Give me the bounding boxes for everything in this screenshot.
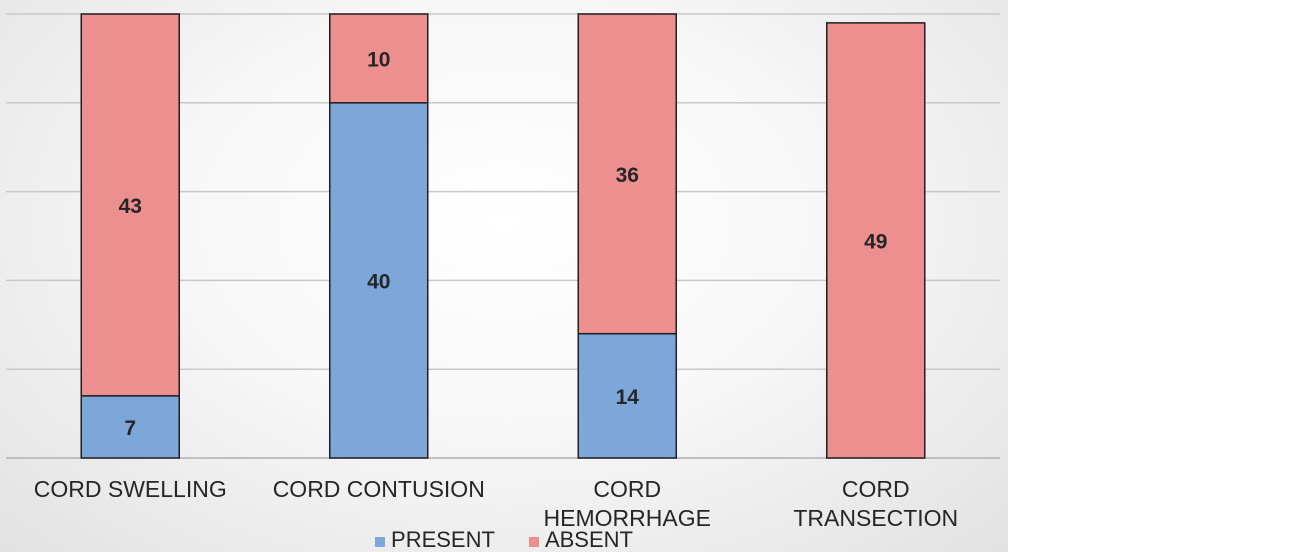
data-label-absent-0: 43 (119, 195, 142, 218)
legend-item-present: PRESENT (375, 528, 495, 552)
data-label-absent-1: 10 (367, 48, 390, 71)
bar-absent-0 (80, 13, 180, 397)
legend-item-absent: ABSENT (528, 527, 633, 552)
bar-present-1 (329, 102, 429, 459)
chart-area: 7 43 CORD SWELLING 40 10 CORD CONTUSION 14 36 CO… (0, 0, 1008, 552)
category-label-3: CORD TRANSECTION (793, 476, 958, 531)
bar-absent-3 (826, 22, 926, 459)
legend-label-absent: ABSENT (544, 527, 633, 552)
bar-present-0 (80, 395, 180, 459)
data-label-absent-2: 36 (616, 164, 639, 187)
bar-absent-2 (577, 13, 677, 335)
stacked-bar-chart: 7 43 CORD SWELLING 40 10 CORD CONTUSION 14 36 CO… (6, 13, 1000, 531)
bar-present-2 (577, 332, 677, 459)
category-label-2: CORD HEMORRHAGE (544, 476, 711, 531)
bar-absent-1 (329, 13, 429, 104)
data-label-present-2: 14 (616, 386, 640, 409)
data-label-present-0: 7 (124, 417, 136, 440)
legend-swatch-absent (528, 537, 539, 547)
legend-swatch-present (375, 537, 386, 547)
legend: PRESENT ABSENT (0, 528, 1008, 552)
category-label-0: CORD SWELLING (34, 476, 227, 502)
legend-label-present: PRESENT (391, 527, 495, 552)
category-label-1: CORD CONTUSION (273, 476, 485, 502)
data-label-absent-3: 49 (864, 230, 887, 253)
data-label-present-1: 40 (367, 270, 390, 293)
